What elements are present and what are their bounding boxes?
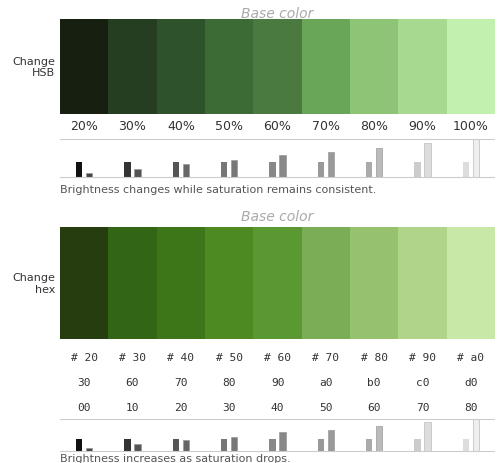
Text: 20: 20 [174,402,188,412]
Bar [156,227,205,339]
Text: d0: d0 [464,378,477,388]
Text: # 80: # 80 [360,353,388,363]
Text: 100%: 100% [453,119,489,132]
Bar [156,20,205,115]
Text: 90%: 90% [408,119,436,132]
Text: 70: 70 [174,378,188,388]
Text: 60: 60 [126,378,139,388]
Bar [172,438,179,451]
Bar [60,227,108,339]
Bar [462,438,469,451]
Bar [280,156,285,177]
Bar [183,165,189,177]
Text: 80: 80 [222,378,236,388]
Bar [280,432,285,451]
Bar [270,163,276,177]
Bar [270,438,276,451]
Bar [424,144,430,177]
Bar [446,227,495,339]
Bar [108,227,156,339]
Bar [221,438,227,451]
Bar [76,163,82,177]
Bar [376,148,382,177]
Bar [302,20,350,115]
Bar [134,444,140,451]
Bar [108,20,156,115]
Bar [318,163,324,177]
Text: 00: 00 [78,402,91,412]
Text: 50: 50 [319,402,332,412]
Bar [414,163,420,177]
Bar [134,169,140,177]
Text: a0: a0 [319,378,332,388]
Text: b0: b0 [368,378,381,388]
Bar [205,20,254,115]
Text: Brightness increases as saturation drops.: Brightness increases as saturation drops… [60,453,290,463]
Text: # a0: # a0 [458,353,484,363]
Bar [124,163,130,177]
Text: 90: 90 [271,378,284,388]
Bar [254,20,302,115]
Bar [183,440,189,451]
Text: # 40: # 40 [168,353,194,363]
Bar [398,20,446,115]
Text: 70: 70 [416,402,429,412]
Text: # 30: # 30 [119,353,146,363]
Bar [328,430,334,451]
Bar [366,438,372,451]
Text: Base color: Base color [242,210,314,224]
Text: # 90: # 90 [409,353,436,363]
Text: 70%: 70% [312,119,340,132]
Bar [302,227,350,339]
Text: # 60: # 60 [264,353,291,363]
Bar [231,161,237,177]
Text: 40%: 40% [167,119,195,132]
Bar [318,438,324,451]
Text: 50%: 50% [215,119,243,132]
Bar [60,20,108,115]
Bar [350,227,399,339]
Text: # 70: # 70 [312,353,340,363]
Text: 80: 80 [464,402,477,412]
Bar [124,438,130,451]
Bar [424,422,430,451]
Text: 10: 10 [126,402,139,412]
Text: 30%: 30% [118,119,146,132]
Text: 80%: 80% [360,119,388,132]
Bar [172,163,179,177]
Bar [376,426,382,451]
Text: 20%: 20% [70,119,98,132]
Bar [328,152,334,177]
Text: 40: 40 [271,402,284,412]
Bar [446,20,495,115]
Text: 60%: 60% [264,119,291,132]
Text: Change
hex: Change hex [12,273,55,294]
Bar [398,227,446,339]
Bar [231,437,237,451]
Bar [86,448,92,451]
Bar [366,163,372,177]
Bar [76,438,82,451]
Text: 60: 60 [368,402,381,412]
Bar [221,163,227,177]
Text: 30: 30 [222,402,236,412]
Text: c0: c0 [416,378,429,388]
Bar [473,419,479,451]
Text: Change
HSB: Change HSB [12,56,55,78]
Text: # 50: # 50 [216,353,242,363]
Bar [414,438,420,451]
Bar [473,140,479,177]
Text: 30: 30 [78,378,91,388]
Text: Base color: Base color [242,7,314,21]
Bar [462,163,469,177]
Text: # 20: # 20 [70,353,98,363]
Bar [205,227,254,339]
Bar [86,173,92,177]
Bar [350,20,399,115]
Text: Brightness changes while saturation remains consistent.: Brightness changes while saturation rema… [60,185,376,194]
Bar [254,227,302,339]
